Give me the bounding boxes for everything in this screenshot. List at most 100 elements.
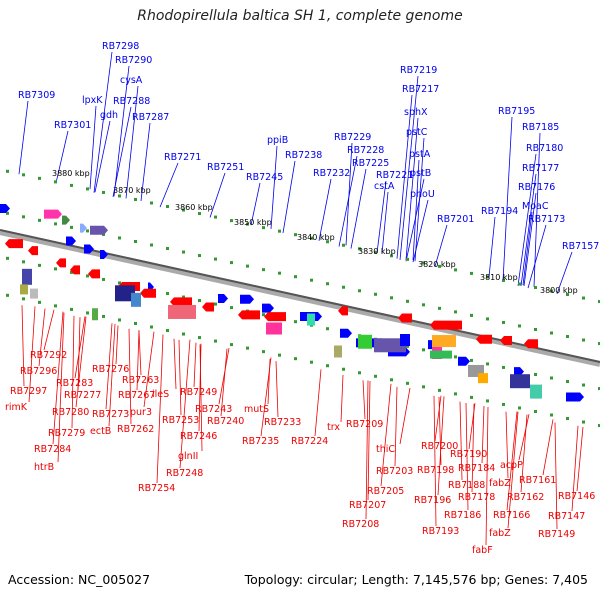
tick-mark <box>22 297 25 301</box>
forward-gene-arrow <box>100 250 108 259</box>
forward-gene-arrow <box>84 244 94 254</box>
tick-mark <box>566 335 569 339</box>
tick-mark <box>214 215 217 219</box>
top-gene-label: RB7290 <box>115 55 152 66</box>
top-gene-label: sphX <box>404 107 428 118</box>
top-gene-label: MoaC <box>522 201 549 212</box>
tick-mark <box>486 317 489 321</box>
bottom-label-leader <box>571 425 579 512</box>
tick-mark <box>406 381 409 385</box>
top-gene-label: gdh <box>100 110 118 121</box>
tick-mark <box>582 420 585 424</box>
top-label-leader <box>89 105 97 190</box>
bottom-gene-label: fabZ <box>489 478 511 489</box>
bottom-gene-label: RB7235 <box>242 436 279 447</box>
top-label-leader <box>94 120 111 193</box>
tick-mark <box>182 332 185 336</box>
bottom-gene-label: RB7224 <box>291 436 328 447</box>
bottom-label-leader <box>143 331 155 408</box>
tick-mark <box>582 383 585 387</box>
gene-feature-box <box>307 313 315 326</box>
tick-mark <box>6 211 9 215</box>
tick-mark <box>406 257 409 261</box>
kbp-scale-labels: 3880 kbp 3870 kbp 3860 kbp 3850 kbp 3840 kbp… <box>52 169 578 295</box>
tick-mark <box>54 180 57 184</box>
bottom-label-leader <box>136 330 140 391</box>
top-label-leader <box>250 182 261 226</box>
tick-mark <box>326 282 329 286</box>
top-gene-label: RB7271 <box>164 152 201 163</box>
forward-gene-arrow <box>514 367 524 377</box>
bottom-gene-label: ectB <box>90 426 111 437</box>
top-gene-label: RB7225 <box>352 158 389 169</box>
tick-mark <box>454 355 457 359</box>
bottom-gene-label: RB7296 <box>20 366 57 377</box>
tick-mark <box>406 344 409 348</box>
bottom-label-leader <box>21 305 25 387</box>
tick-mark <box>374 292 377 296</box>
tick-mark <box>198 336 201 340</box>
bottom-label-leader <box>434 395 442 442</box>
bottom-label-leader <box>43 309 55 351</box>
gene-feature-box <box>22 268 32 285</box>
tick-mark <box>598 424 600 428</box>
bottom-gene-label: RB7188 <box>448 480 485 491</box>
bottom-gene-label: trx <box>327 422 340 433</box>
kbp-tick-label: 3850 kbp <box>234 218 272 227</box>
reverse-gene-arrow <box>140 288 156 298</box>
top-gene-label: RB7221 <box>376 170 413 181</box>
bottom-gene-label: ileS <box>152 389 169 400</box>
bottom-label-leader <box>554 422 558 530</box>
forward-gene-arrow <box>44 209 62 219</box>
top-label-leader <box>522 211 533 286</box>
gene-feature-box <box>430 350 452 359</box>
bottom-gene-label: rimK <box>5 402 28 413</box>
bottom-label-leader <box>71 315 75 429</box>
kbp-tick-label: 3870 kbp <box>113 186 151 195</box>
tick-mark <box>246 346 249 350</box>
bottom-label-leader <box>340 375 344 423</box>
bottom-label-leader <box>459 401 463 481</box>
tick-mark <box>438 388 441 392</box>
tick-mark <box>134 197 137 201</box>
tick-mark <box>6 169 9 173</box>
bottom-label-leader <box>367 380 371 501</box>
tick-mark <box>262 313 265 317</box>
tick-mark <box>310 236 313 240</box>
bottom-gene-label: RB7273 <box>92 409 129 420</box>
tick-mark <box>262 226 265 230</box>
tick-mark <box>294 320 297 324</box>
tick-mark <box>230 219 233 223</box>
top-label-leader <box>159 162 179 208</box>
top-label-leader <box>318 178 332 241</box>
tick-mark <box>86 311 89 315</box>
tick-mark <box>262 350 265 354</box>
forward-gene-arrow <box>66 236 76 246</box>
bottom-label-leader <box>362 380 366 420</box>
tick-mark <box>550 331 553 335</box>
top-label-leader <box>399 75 419 260</box>
reverse-gene-arrow <box>338 306 348 316</box>
tick-mark <box>566 417 569 421</box>
top-gene-label: lpxK <box>82 95 103 106</box>
bottom-label-leader <box>198 343 202 432</box>
bottom-label-leader <box>518 414 530 461</box>
bottom-gene-label: fabZ <box>489 528 511 539</box>
top-label-leader <box>412 159 420 261</box>
reverse-gene-arrow <box>88 269 100 279</box>
tick-mark <box>22 173 25 177</box>
bottom-gene-label: RB7243 <box>195 404 232 415</box>
top-gene-label: phoU <box>410 189 435 200</box>
gene-feature-box <box>358 334 372 349</box>
tick-mark <box>86 274 89 278</box>
tick-mark <box>294 275 297 279</box>
top-gene-label: RB7157 <box>562 241 599 252</box>
bottom-gene-label: RB7146 <box>558 491 595 502</box>
bottom-label-leader <box>399 387 411 445</box>
kbp-tick-label: 3830 kbp <box>358 247 396 256</box>
tick-mark <box>454 392 457 396</box>
bottom-label-leader <box>57 312 65 463</box>
bottom-gene-label: RB7162 <box>507 492 544 503</box>
tick-mark <box>246 222 249 226</box>
forward-gene-arrow <box>218 293 228 303</box>
